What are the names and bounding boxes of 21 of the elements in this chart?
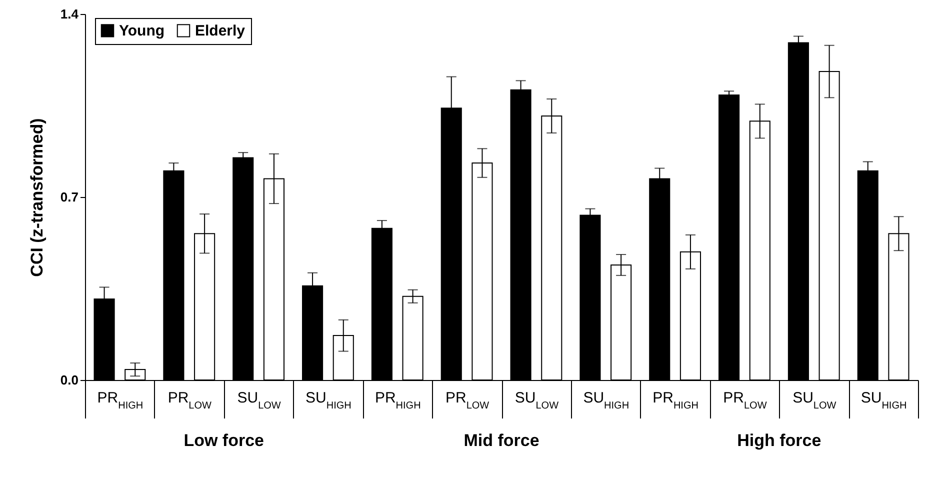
y-tick-label: 0.7 — [60, 190, 78, 204]
x-tick-label: PR$_{HIGH}$ — [374, 390, 421, 411]
x-tick-label: SU$_{HIGH}$ — [583, 390, 630, 411]
x-tick-label: PR$_{LOW}$ — [445, 390, 490, 411]
legend-label: Elderly — [195, 22, 246, 40]
x-tick-label: PR$_{LOW}$ — [168, 390, 212, 411]
y-tick-label: 0.0 — [60, 372, 78, 388]
x-tick-label: SU$_{LOW}$ — [514, 390, 560, 411]
x-tick-label: SU$_{LOW}$ — [237, 390, 282, 411]
x-tick-label: SU$_{LOW}$ — [792, 390, 837, 411]
y-tick-label: 1.4 — [60, 6, 80, 22]
legend-label: Young — [119, 22, 165, 40]
x-tick-label: SU$_{HIGH}$ — [860, 390, 907, 411]
x-tick-label: PR$_{LOW}$ — [723, 390, 768, 411]
x-tick-label: PR$_{HIGH}$ — [97, 390, 144, 411]
text: Mid force — [464, 431, 540, 450]
y-axis-title: CCI (z-transformed) — [27, 118, 46, 277]
x-tick-label: PR$_{HIGH}$ — [652, 390, 698, 411]
text: Low force — [184, 431, 264, 450]
x-tick-label: SU$_{HIGH}$ — [306, 390, 352, 411]
text: High force — [737, 431, 822, 450]
